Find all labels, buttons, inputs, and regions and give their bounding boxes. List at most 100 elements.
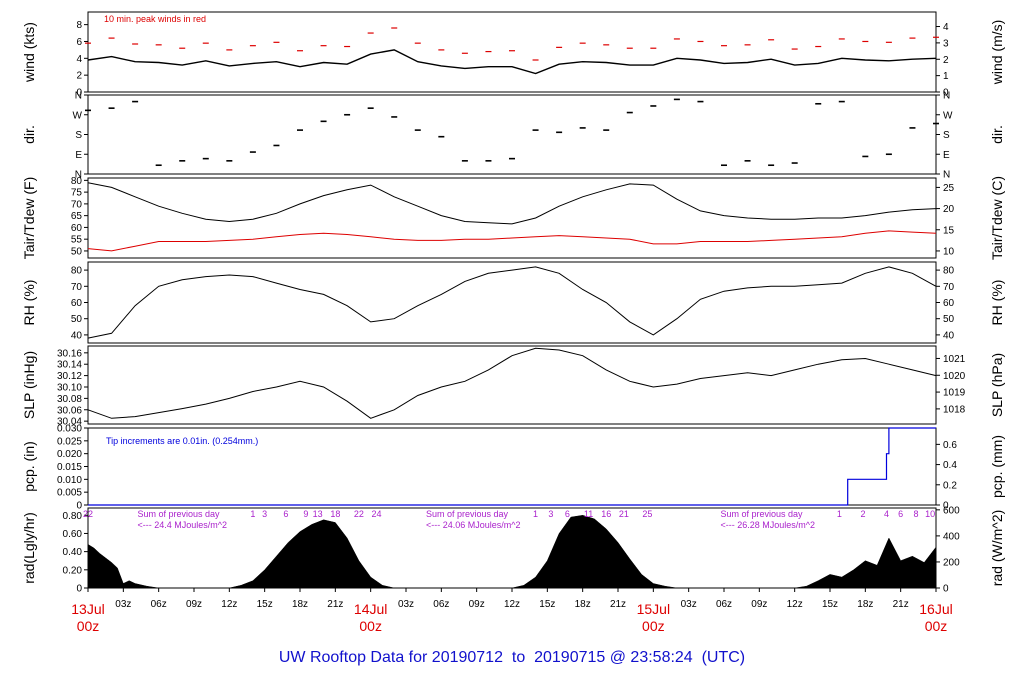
y-tick-label: 65 xyxy=(71,211,83,222)
y-tick-label: 0 xyxy=(76,584,82,595)
x-tick-label: 09z xyxy=(751,599,767,610)
y-tick-label: N xyxy=(75,91,82,102)
y-axis-label-right: Tair/Tdew (C) xyxy=(989,176,1005,260)
hour-marker-label: 11 xyxy=(584,509,593,519)
sea-level-pressure-line xyxy=(87,347,937,419)
air-temperature-line xyxy=(87,182,937,225)
y-axis-label-right: rad (W/m^2) xyxy=(989,510,1005,587)
y-tick-label: N xyxy=(75,170,82,181)
y-tick-label: 30.16 xyxy=(57,348,82,359)
hour-marker-label: 24 xyxy=(372,509,382,519)
x-tick-label: 18z xyxy=(857,599,873,610)
y-tick-label-right: E xyxy=(943,150,950,161)
day-label: 13Jul xyxy=(71,601,104,617)
y-tick-label: 0.010 xyxy=(57,475,82,486)
panel-frame xyxy=(87,94,937,175)
y-tick-label-right: N xyxy=(943,170,950,181)
y-tick-label: 80 xyxy=(71,266,83,277)
y-tick-label: 8 xyxy=(76,20,82,31)
y-tick-label: 60 xyxy=(71,298,83,309)
y-tick-label: E xyxy=(75,150,82,161)
panel-rh xyxy=(84,261,940,344)
hour-marker-label: 10 xyxy=(925,509,935,519)
y-tick-label: 0.80 xyxy=(63,511,83,522)
hour-marker-label: 1 xyxy=(837,509,842,519)
x-tick-label: 21z xyxy=(327,599,343,610)
y-tick-label: 0.40 xyxy=(63,547,83,558)
day-sum-label: Sum of previous day xyxy=(426,509,509,519)
y-axis-label: RH (%) xyxy=(21,280,37,326)
y-axis-label: dir. xyxy=(21,125,37,144)
y-axis-label: Tair/Tdew (F) xyxy=(21,177,37,259)
y-tick-label: 60 xyxy=(71,223,83,234)
y-tick-label: 0.015 xyxy=(57,462,82,473)
day-sum-value: <--- 24.4 MJoules/m^2 xyxy=(137,520,227,530)
y-tick-label: 0.20 xyxy=(63,565,83,576)
y-axis-label-right: wind (m/s) xyxy=(989,20,1005,86)
y-axis-label-right: pcp. (mm) xyxy=(989,435,1005,498)
panel-frame xyxy=(87,345,937,425)
x-tick-label: 12z xyxy=(787,599,803,610)
panel-slp xyxy=(84,345,940,425)
hour-marker-label: 22 xyxy=(83,509,93,519)
x-tick-label: 15z xyxy=(257,599,273,610)
relative-humidity-line xyxy=(87,266,937,339)
wind-speed-line xyxy=(87,49,937,75)
y-tick-label-right: 0.2 xyxy=(943,480,957,491)
y-axis-label-right: dir. xyxy=(989,125,1005,144)
y-axis-label: pcp. (in) xyxy=(21,441,37,492)
page-title: UW Rooftop Data for 20190712 to 20190715… xyxy=(278,649,746,666)
y-tick-label: S xyxy=(75,130,82,141)
hour-marker-label: 2 xyxy=(860,509,865,519)
y-tick-label-right: 2 xyxy=(943,55,949,66)
hour-marker-label: 6 xyxy=(898,509,903,519)
y-tick-label-right: 40 xyxy=(943,330,955,341)
hour-marker-label: 21 xyxy=(619,509,629,519)
y-tick-label-right: 0.4 xyxy=(943,460,957,471)
day-label: 15Jul xyxy=(637,601,670,617)
day-sum-value: <--- 26.28 MJoules/m^2 xyxy=(720,520,815,530)
y-tick-label-right: 1019 xyxy=(943,388,966,399)
y-axis-label-right: RH (%) xyxy=(989,280,1005,326)
y-tick-label: 80 xyxy=(71,176,83,187)
solar-radiation-area xyxy=(87,515,937,589)
peak-wind-annotation: 10 min. peak winds in red xyxy=(104,14,206,24)
y-tick-label: 30.06 xyxy=(57,405,82,416)
hour-marker-label: 3 xyxy=(262,509,267,519)
y-tick-label-right: 10 xyxy=(943,246,955,257)
y-tick-label: 0.005 xyxy=(57,488,82,499)
y-tick-label: 30.04 xyxy=(57,417,82,428)
day-label: 16Jul xyxy=(919,601,952,617)
y-tick-label: 0.030 xyxy=(57,424,82,435)
x-tick-label: 18z xyxy=(575,599,591,610)
day-sum-label: Sum of previous day xyxy=(720,509,803,519)
x-tick-label: 03z xyxy=(398,599,414,610)
tip-increment-annotation: Tip increments are 0.01in. (0.254mm.) xyxy=(106,436,258,446)
y-tick-label: 6 xyxy=(76,37,82,48)
hour-marker-label: 25 xyxy=(642,509,652,519)
y-tick-label: 70 xyxy=(71,199,83,210)
day-sum-label: Sum of previous day xyxy=(137,509,220,519)
panel-temp xyxy=(84,177,940,259)
panel-frame xyxy=(87,261,937,344)
y-tick-label: 70 xyxy=(71,282,83,293)
day-sum-value: <--- 24.06 MJoules/m^2 xyxy=(426,520,521,530)
y-tick-label-right: 1020 xyxy=(943,371,966,382)
y-tick-label: 50 xyxy=(71,246,83,257)
day-label-hour: 00z xyxy=(925,618,948,634)
hour-marker-label: 18 xyxy=(330,509,340,519)
y-tick-label-right: W xyxy=(943,110,953,121)
y-tick-label: 40 xyxy=(71,330,83,341)
hour-marker-label: 8 xyxy=(913,509,918,519)
y-tick-label: 0 xyxy=(76,88,82,99)
x-tick-label: 15z xyxy=(539,599,555,610)
x-tick-label: 15z xyxy=(822,599,838,610)
y-tick-label: 30.10 xyxy=(57,382,82,393)
panel-frame xyxy=(87,11,937,93)
y-tick-label: 0 xyxy=(76,501,82,512)
x-tick-label: 09z xyxy=(469,599,485,610)
y-tick-label-right: 20 xyxy=(943,204,955,215)
y-tick-label: 30.12 xyxy=(57,371,82,382)
hour-marker-label: 9 xyxy=(303,509,308,519)
y-tick-label-right: 0 xyxy=(943,584,949,595)
